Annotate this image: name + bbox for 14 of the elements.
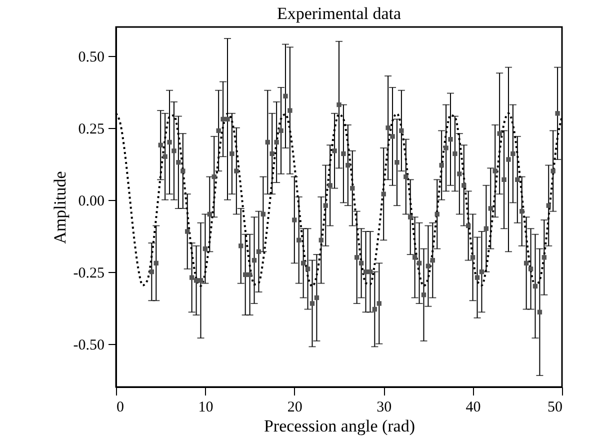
x-tick-label: 10 xyxy=(198,400,214,416)
y-tick-label: 0.50 xyxy=(78,49,104,66)
chart-title: Experimental data xyxy=(276,4,402,23)
x-tick-label: 40 xyxy=(466,400,481,416)
x-tick-label: 20 xyxy=(287,400,302,416)
y-tick-label: -0.25 xyxy=(73,265,104,282)
y-tick-label: -0.50 xyxy=(73,337,104,354)
y-axis-title: Amplitude xyxy=(50,171,70,244)
y-tick-label: 0.00 xyxy=(78,193,104,210)
x-axis-title: Precession angle (rad) xyxy=(264,416,416,436)
x-tick-label: 30 xyxy=(376,400,392,416)
y-tick-label: 0.25 xyxy=(78,121,104,138)
x-tick-label: 50 xyxy=(548,400,562,416)
x-tick-label: 0 xyxy=(116,400,124,416)
